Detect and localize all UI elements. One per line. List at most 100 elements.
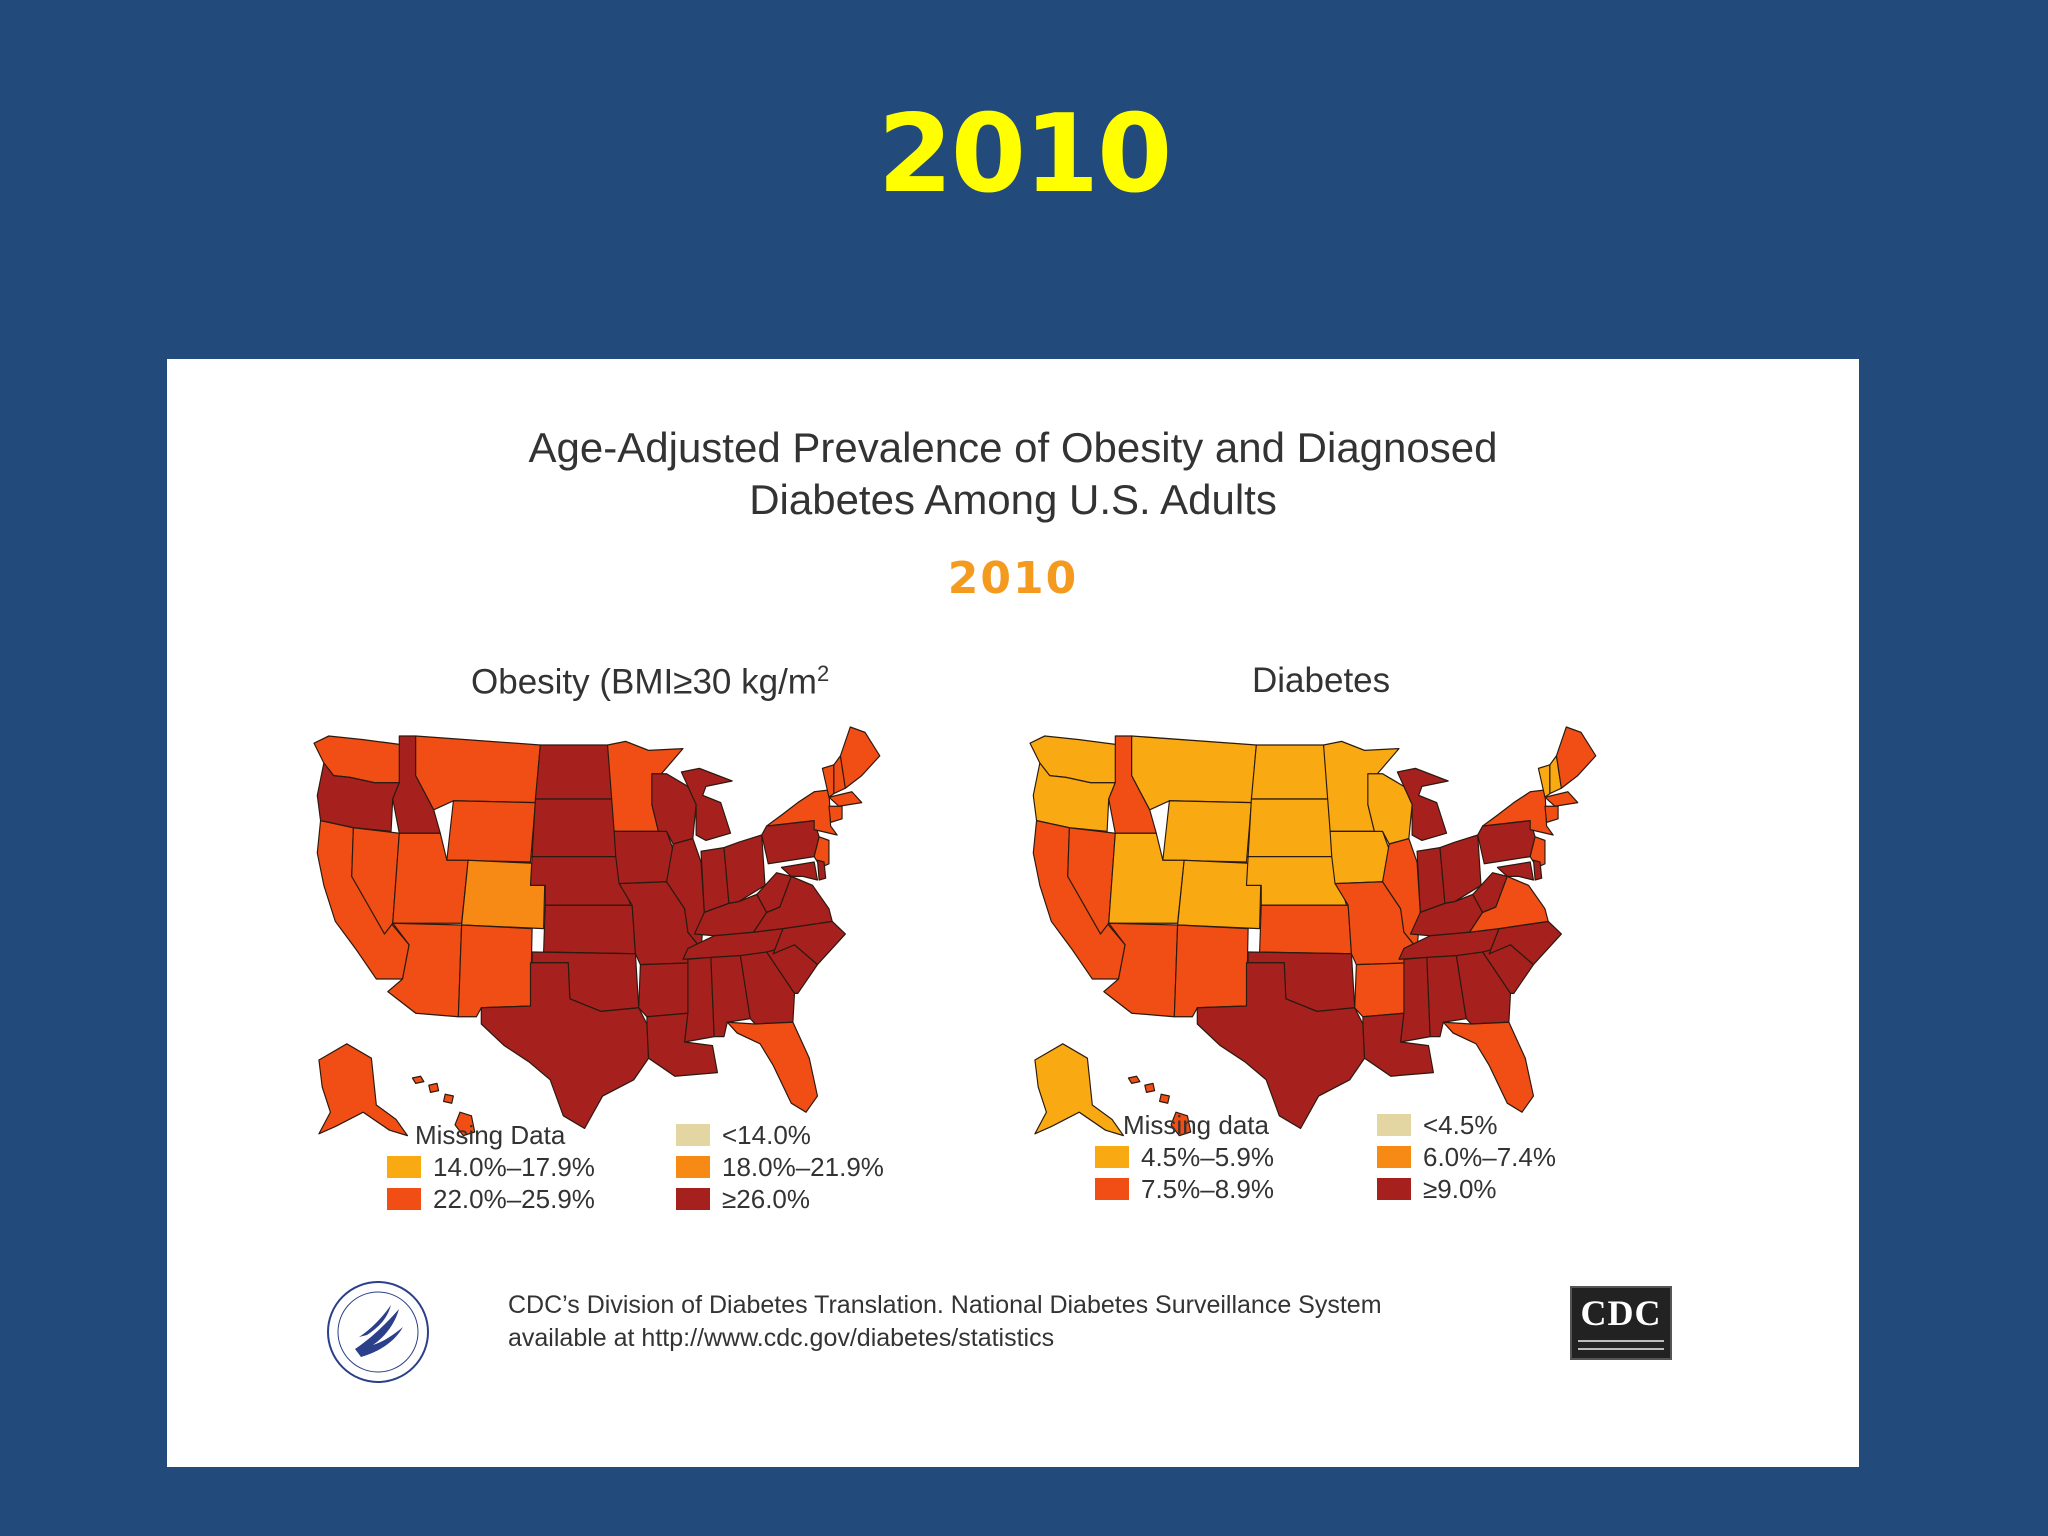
- state-fl: [1442, 1021, 1535, 1113]
- legend-label: 7.5%–8.9%: [1141, 1174, 1274, 1204]
- states-group: [1029, 726, 1597, 1137]
- legend-item: <4.5%: [1377, 1109, 1497, 1141]
- state-tx: [480, 962, 650, 1130]
- state-tx: [1196, 962, 1366, 1130]
- cdc-logo-text: CDC: [1580, 1293, 1662, 1333]
- legend-item: 6.0%–7.4%: [1377, 1141, 1556, 1173]
- state-sd: [531, 798, 617, 858]
- legend-label: 22.0%–25.9%: [433, 1184, 595, 1214]
- legend-swatch: [676, 1188, 710, 1211]
- state-ma: [828, 791, 863, 807]
- legend-label: Missing Data: [415, 1120, 566, 1150]
- legend-label: <14.0%: [722, 1120, 811, 1150]
- state-ks: [543, 904, 637, 955]
- state-ms: [684, 956, 715, 1043]
- state-nm: [1173, 924, 1249, 1018]
- legend-item: 7.5%–8.9%: [1095, 1173, 1274, 1205]
- state-me: [839, 726, 881, 789]
- legend-swatch: [676, 1124, 710, 1147]
- state-ia: [1329, 830, 1390, 885]
- figure-year: 2010: [947, 553, 1079, 604]
- state-ma: [1544, 791, 1579, 807]
- legend-swatch: [387, 1156, 421, 1179]
- state-hi: [442, 1093, 454, 1104]
- obesity-map: [313, 726, 881, 1137]
- diabetes-map: [1029, 726, 1597, 1137]
- state-md: [1496, 861, 1535, 881]
- legend-label: 6.0%–7.4%: [1423, 1142, 1556, 1172]
- state-wy: [1162, 800, 1252, 863]
- state-co: [461, 859, 546, 930]
- state-mt: [415, 735, 541, 811]
- state-hi: [1144, 1082, 1156, 1094]
- cdc-logo: CDC: [1570, 1286, 1672, 1360]
- state-me: [1555, 726, 1597, 789]
- state-hi: [1170, 1111, 1192, 1137]
- legend-swatch: [676, 1156, 710, 1179]
- credit-line1: CDC’s Division of Diabetes Translation. …: [508, 1291, 1382, 1319]
- state-hi: [428, 1082, 440, 1094]
- state-pa: [761, 819, 820, 865]
- state-nm: [457, 924, 533, 1018]
- credit-line2[interactable]: available at http://www.cdc.gov/diabetes…: [508, 1324, 1055, 1352]
- state-hi: [1127, 1075, 1141, 1085]
- legend-label: <4.5%: [1423, 1110, 1498, 1140]
- state-de: [1532, 859, 1543, 881]
- state-fl: [726, 1021, 819, 1113]
- state-wv: [756, 872, 792, 914]
- state-co: [1177, 859, 1262, 930]
- credit-text: CDC’s Division of Diabetes Translation. …: [508, 1289, 1382, 1355]
- legend-item: ≥9.0%: [1377, 1173, 1497, 1205]
- state-ak: [318, 1043, 409, 1137]
- state-ia: [613, 830, 674, 885]
- state-hi: [454, 1111, 476, 1137]
- state-hi: [1158, 1093, 1170, 1104]
- legend-swatch: [1095, 1178, 1129, 1201]
- legend-label: 14.0%–17.9%: [433, 1152, 595, 1182]
- diabetes-map-title: Diabetes: [1252, 661, 1391, 700]
- cdc-logo-rule: [1578, 1348, 1664, 1350]
- legend-label: ≥26.0%: [722, 1184, 810, 1214]
- slide-title: 2010: [877, 92, 1173, 217]
- state-ms: [1400, 956, 1431, 1043]
- figure-panel: Age-Adjusted Prevalence of Obesity and D…: [167, 359, 1859, 1467]
- figure-title-line1: Age-Adjusted Prevalence of Obesity and D…: [528, 424, 1498, 471]
- hhs-seal-icon: [327, 1281, 429, 1383]
- legend-item: 14.0%–17.9%: [387, 1151, 595, 1183]
- legend-item: 18.0%–21.9%: [676, 1151, 884, 1183]
- state-hi: [411, 1075, 425, 1085]
- state-pa: [1477, 819, 1536, 865]
- state-nd: [1250, 744, 1331, 800]
- obesity-title-text: Obesity (BMI≥30 kg/m: [471, 662, 817, 702]
- state-ks: [1259, 904, 1353, 955]
- state-md: [780, 861, 819, 881]
- state-ct: [1544, 805, 1559, 824]
- obesity-title-sup: 2: [816, 661, 830, 686]
- state-mt: [1131, 735, 1257, 811]
- state-ct: [828, 805, 843, 824]
- cdc-logo-rule: [1578, 1340, 1664, 1342]
- obesity-map-title: Obesity (BMI≥30 kg/m2: [471, 661, 829, 703]
- figure-title-line2: Diabetes Among U.S. Adults: [749, 476, 1277, 523]
- legend-item: 4.5%–5.9%: [1095, 1141, 1274, 1173]
- legend-label: 4.5%–5.9%: [1141, 1142, 1274, 1172]
- legend-item: Missing data: [1123, 1109, 1269, 1141]
- legend-swatch: [1095, 1146, 1129, 1169]
- state-wv: [1472, 872, 1508, 914]
- legend-label: ≥9.0%: [1423, 1174, 1497, 1204]
- state-wy: [446, 800, 536, 863]
- legend-swatch: [1377, 1114, 1411, 1137]
- state-ak: [1034, 1043, 1125, 1137]
- legend-label: Missing data: [1123, 1110, 1269, 1140]
- state-mi: [1396, 767, 1449, 842]
- states-group: [313, 726, 881, 1137]
- state-sd: [1247, 798, 1333, 858]
- state-nv: [351, 827, 400, 935]
- legend-item: <14.0%: [676, 1119, 811, 1151]
- legend-item: Missing Data: [415, 1119, 565, 1151]
- state-nd: [534, 744, 615, 800]
- legend-label: 18.0%–21.9%: [722, 1152, 884, 1182]
- state-mi: [680, 767, 733, 842]
- legend-swatch: [1377, 1146, 1411, 1169]
- legend-item: 22.0%–25.9%: [387, 1183, 595, 1215]
